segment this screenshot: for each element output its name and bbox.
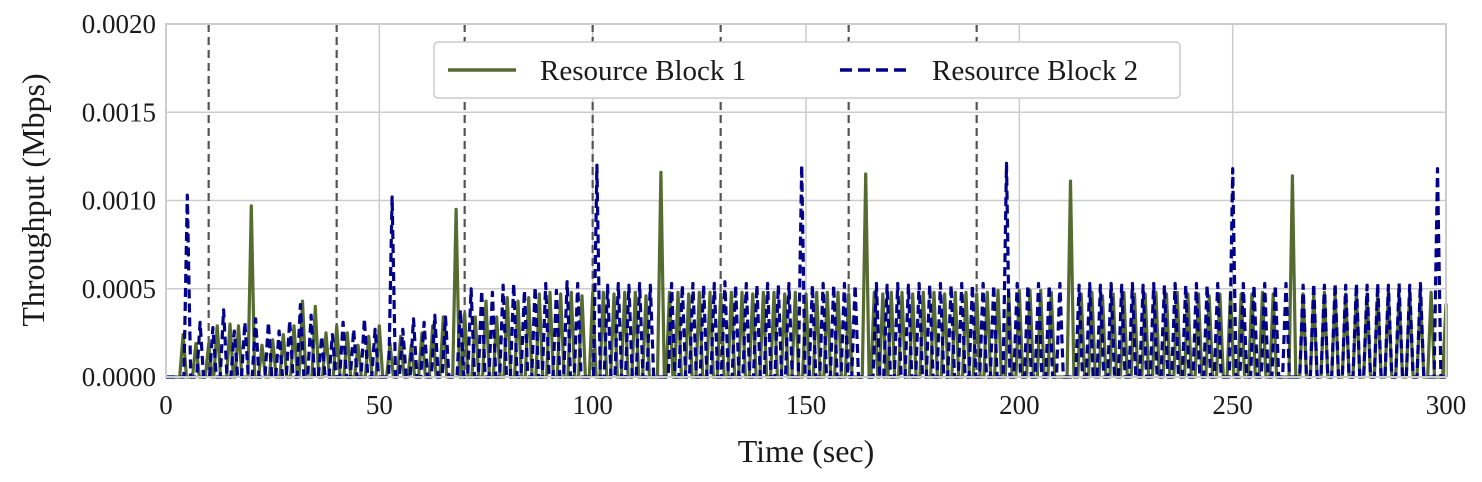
x-tick-label: 150: [786, 390, 827, 420]
y-tick-label: 0.0015: [82, 97, 156, 127]
x-axis-label: Time (sec): [738, 433, 875, 469]
y-axis-label: Throughput (Mbps): [15, 73, 51, 326]
x-tick-label: 300: [1426, 390, 1467, 420]
x-tick-label: 200: [999, 390, 1040, 420]
x-tick-label: 100: [572, 390, 613, 420]
y-tick-label: 0.0005: [82, 274, 156, 304]
series-layer: [166, 161, 1448, 379]
x-tick-label: 0: [159, 390, 173, 420]
legend: Resource Block 1 Resource Block 2: [433, 41, 1181, 99]
plot-frame: [165, 23, 1447, 378]
y-tick-label: 0.0020: [82, 9, 156, 39]
x-tick-label: 50: [366, 390, 393, 420]
y-tick-labels: 0.0000 0.0005 0.0010 0.0015 0.0020: [82, 9, 156, 392]
y-tick-label: 0.0010: [82, 186, 156, 216]
series-line-2: [166, 161, 1446, 379]
y-tick-label: 0.0000: [82, 362, 156, 392]
legend-box: [433, 41, 1181, 99]
legend-label-resource-block-2: Resource Block 2: [932, 55, 1138, 87]
x-tick-label: 250: [1212, 390, 1253, 420]
legend-label-resource-block-1: Resource Block 1: [540, 55, 746, 87]
x-tick-labels: 0 50 100 150 200 250 300: [159, 390, 1466, 420]
